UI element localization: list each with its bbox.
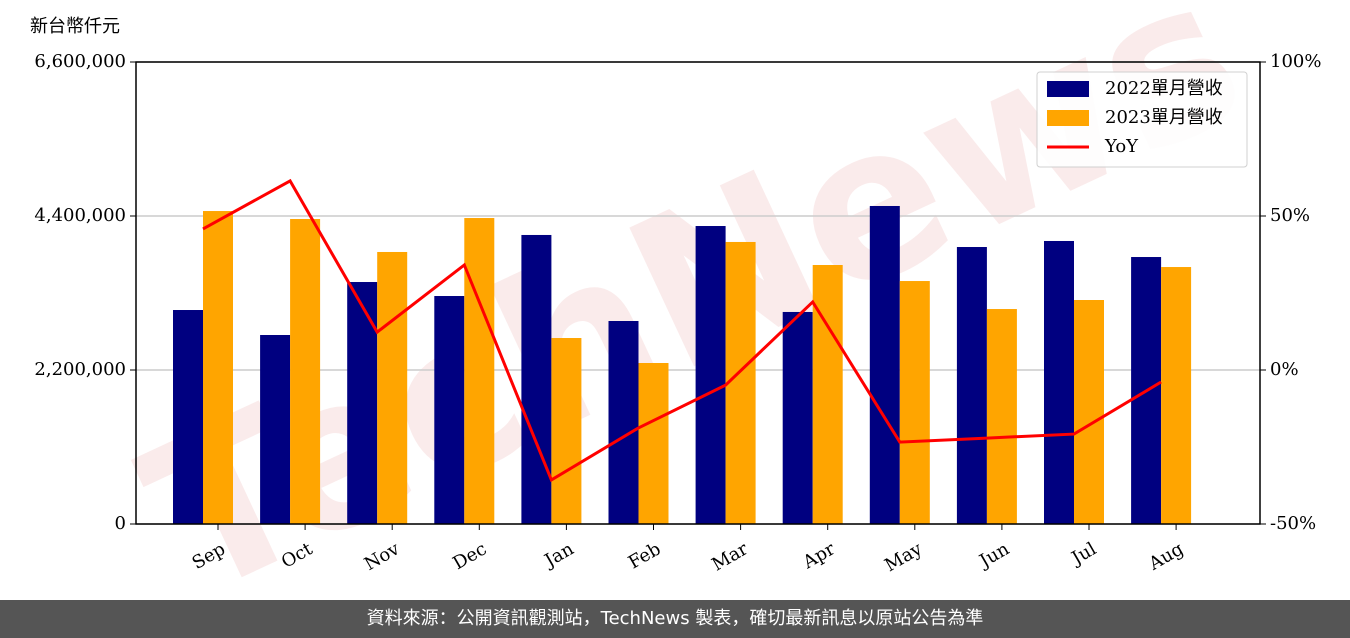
bar (782, 311, 813, 524)
bar (347, 282, 378, 524)
y2-tick-label: 100% (1270, 51, 1321, 72)
bar (695, 226, 726, 524)
legend-swatch (1047, 81, 1089, 97)
bar (956, 247, 987, 524)
x-tick-label: May (881, 538, 926, 576)
legend-label: 2022單月營收 (1105, 78, 1223, 99)
x-tick-label: Apr (799, 538, 839, 573)
x-tick-label: Jun (974, 538, 1013, 573)
bar (1074, 300, 1104, 524)
y-tick-label: 0 (115, 513, 126, 534)
y-tick-label: 6,600,000 (34, 51, 126, 72)
bar (260, 335, 291, 524)
legend-label: 2023單月營收 (1105, 107, 1223, 128)
y2-tick-label: 0% (1270, 359, 1299, 380)
y2-tick-label: -50% (1270, 513, 1316, 534)
line (202, 178, 1162, 483)
plot-frame (135, 61, 1261, 525)
y-tick-label: 2,200,000 (34, 359, 126, 380)
x-tick-label: Jan (540, 538, 578, 572)
legend-label: YoY (1104, 136, 1139, 157)
legend-swatch (1047, 110, 1089, 126)
footer: 資料來源：公開資訊觀測站，TechNews 製表，確切最新訊息以原站公告為準 (0, 600, 1350, 638)
chart: 新台幣仟元 TechNews02,200,0004,400,0006,600,0… (30, 0, 1321, 638)
bar (899, 281, 930, 524)
bar (377, 251, 408, 525)
bar (290, 219, 321, 524)
bar (173, 310, 203, 524)
y-axis-label: 新台幣仟元 (30, 16, 120, 37)
x-tick-label: Mar (708, 538, 752, 575)
bar (608, 321, 639, 524)
x-tick-label: Aug (1144, 538, 1187, 575)
x-tick-label: Feb (625, 538, 665, 573)
bar (812, 265, 843, 524)
bar (869, 205, 900, 525)
bar (638, 363, 669, 524)
x-tick-label: Jul (1066, 538, 1100, 570)
bar (434, 296, 465, 524)
bar (1044, 240, 1074, 525)
bar (1161, 267, 1192, 524)
legend-box (1036, 71, 1248, 168)
bar (521, 234, 552, 524)
bar (725, 241, 756, 524)
bar (464, 218, 495, 524)
y-tick-label: 4,400,000 (34, 205, 126, 226)
x-tick-label: Dec (449, 538, 490, 574)
bar (551, 338, 582, 524)
bar (203, 211, 233, 524)
bar (986, 309, 1017, 524)
y2-tick-label: 50% (1270, 205, 1310, 226)
